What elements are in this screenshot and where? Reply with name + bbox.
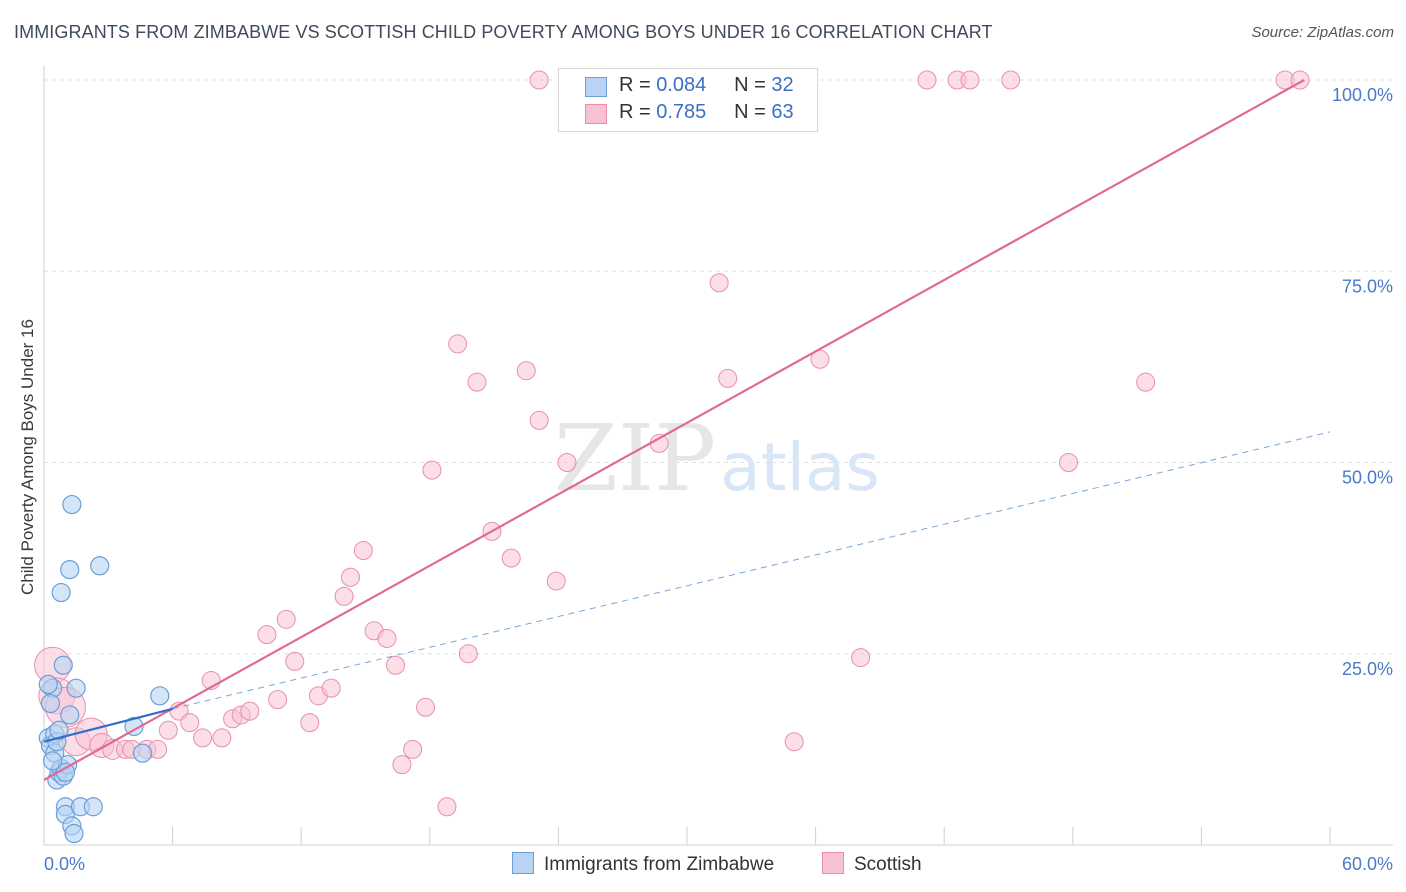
zimbabwe-point bbox=[150, 686, 170, 706]
chart-title: IMMIGRANTS FROM ZIMBABWE VS SCOTTISH CHI… bbox=[14, 22, 993, 42]
n-label: N = bbox=[734, 74, 766, 96]
r-value-zimbabwe: 0.084 bbox=[656, 74, 707, 96]
scottish-point bbox=[709, 273, 729, 293]
scottish-point bbox=[557, 453, 577, 472]
y-tick-label-50: 50.0% bbox=[1342, 468, 1393, 488]
zimbabwe-point bbox=[64, 823, 84, 844]
scottish-point bbox=[422, 460, 442, 480]
scottish-trend-line bbox=[43, 79, 1305, 781]
zimbabwe-points bbox=[38, 494, 170, 844]
y-tick-label-75: 75.0% bbox=[1342, 276, 1393, 296]
n-value-zimbabwe: 32 bbox=[771, 74, 794, 96]
scottish-point bbox=[529, 410, 549, 430]
x-tick-label-min: 0.0% bbox=[44, 854, 85, 874]
zimbabwe-trend-dashed bbox=[172, 431, 1331, 710]
scottish-point bbox=[458, 644, 478, 664]
scottish-point bbox=[340, 567, 360, 587]
y-tick-label-25: 25.0% bbox=[1342, 659, 1393, 679]
scottish-point bbox=[416, 697, 436, 717]
scottish-point bbox=[448, 334, 468, 354]
scottish-point bbox=[392, 755, 412, 775]
source-label: Source: ZipAtlas.com bbox=[1251, 24, 1394, 41]
zimbabwe-point bbox=[66, 678, 86, 698]
trend-lines bbox=[43, 79, 1331, 781]
zimbabwe-point bbox=[62, 494, 82, 515]
scottish-point bbox=[1059, 453, 1079, 472]
scottish-point bbox=[917, 70, 937, 90]
scottish-point bbox=[268, 690, 288, 710]
legend-item-scottish[interactable]: Scottish bbox=[822, 852, 922, 876]
scottish-point bbox=[321, 678, 341, 698]
scottish-point bbox=[240, 701, 260, 721]
scottish-point bbox=[193, 728, 213, 748]
scottish-point bbox=[386, 655, 406, 675]
zimbabwe-point bbox=[124, 716, 144, 737]
scottish-point bbox=[718, 368, 738, 388]
n-label: N = bbox=[734, 101, 766, 123]
scottish-point bbox=[377, 628, 397, 648]
scottish-point bbox=[212, 728, 232, 748]
zimbabwe-point bbox=[49, 720, 69, 740]
scottish-point bbox=[1136, 372, 1156, 392]
scottish-point bbox=[501, 548, 521, 568]
zimbabwe-point bbox=[60, 559, 80, 580]
r-label: R = bbox=[619, 74, 651, 96]
zimbabwe-point bbox=[38, 674, 58, 694]
zimbabwe-swatch bbox=[585, 77, 607, 97]
scottish-point bbox=[300, 713, 320, 733]
scottish-point bbox=[334, 586, 354, 606]
legend-label-scottish: Scottish bbox=[854, 854, 922, 875]
stats-legend: R = 0.084 N = 32 R = 0.785 N = 63 bbox=[558, 68, 818, 132]
zimbabwe-point bbox=[83, 797, 103, 817]
axes bbox=[43, 66, 1393, 846]
legend-swatch-zimbabwe bbox=[512, 852, 534, 874]
scottish-point bbox=[276, 609, 296, 629]
zimbabwe-point bbox=[60, 705, 80, 725]
axis-labels: Child Poverty Among Boys Under 16 0.0% 6… bbox=[18, 85, 1393, 874]
n-value-scottish: 63 bbox=[771, 101, 794, 123]
scottish-point bbox=[960, 70, 980, 90]
r-value-scottish: 0.785 bbox=[656, 101, 707, 123]
scottish-point bbox=[403, 739, 423, 759]
zimbabwe-point bbox=[40, 693, 61, 714]
stats-text-zimbabwe: R = 0.084 N = 32 bbox=[619, 74, 794, 97]
scottish-point bbox=[180, 713, 200, 733]
legend-item-zimbabwe[interactable]: Immigrants from Zimbabwe bbox=[512, 852, 774, 876]
stats-text-scottish: R = 0.785 N = 63 bbox=[619, 101, 794, 124]
watermark: ZIP atlas bbox=[554, 405, 880, 512]
scottish-point bbox=[546, 571, 566, 591]
scottish-point bbox=[285, 651, 305, 671]
scottish-point bbox=[467, 372, 487, 392]
legend-label-zimbabwe: Immigrants from Zimbabwe bbox=[544, 854, 775, 875]
y-axis-label: Child Poverty Among Boys Under 16 bbox=[18, 319, 37, 595]
y-tick-label-100: 100.0% bbox=[1332, 85, 1393, 105]
scottish-swatch bbox=[585, 104, 607, 124]
gridlines bbox=[44, 79, 1393, 655]
scottish-point bbox=[158, 720, 178, 740]
zimbabwe-point bbox=[51, 582, 71, 603]
zimbabwe-point bbox=[42, 751, 63, 771]
watermark-atlas: atlas bbox=[720, 429, 880, 506]
scottish-point bbox=[353, 540, 373, 560]
scottish-point bbox=[516, 361, 536, 381]
scottish-point bbox=[529, 70, 549, 90]
zimbabwe-point bbox=[53, 655, 73, 675]
scottish-point bbox=[257, 625, 277, 645]
x-tick-label-max: 60.0% bbox=[1342, 854, 1393, 874]
legend-swatch-scottish bbox=[822, 852, 844, 874]
scottish-point bbox=[851, 648, 871, 668]
zimbabwe-trend-solid bbox=[43, 707, 173, 743]
scottish-point bbox=[437, 797, 457, 817]
zimbabwe-point bbox=[90, 556, 110, 576]
zimbabwe-point bbox=[132, 743, 153, 763]
scottish-point bbox=[784, 732, 804, 752]
scottish-point bbox=[1001, 70, 1021, 90]
r-label: R = bbox=[619, 101, 651, 123]
